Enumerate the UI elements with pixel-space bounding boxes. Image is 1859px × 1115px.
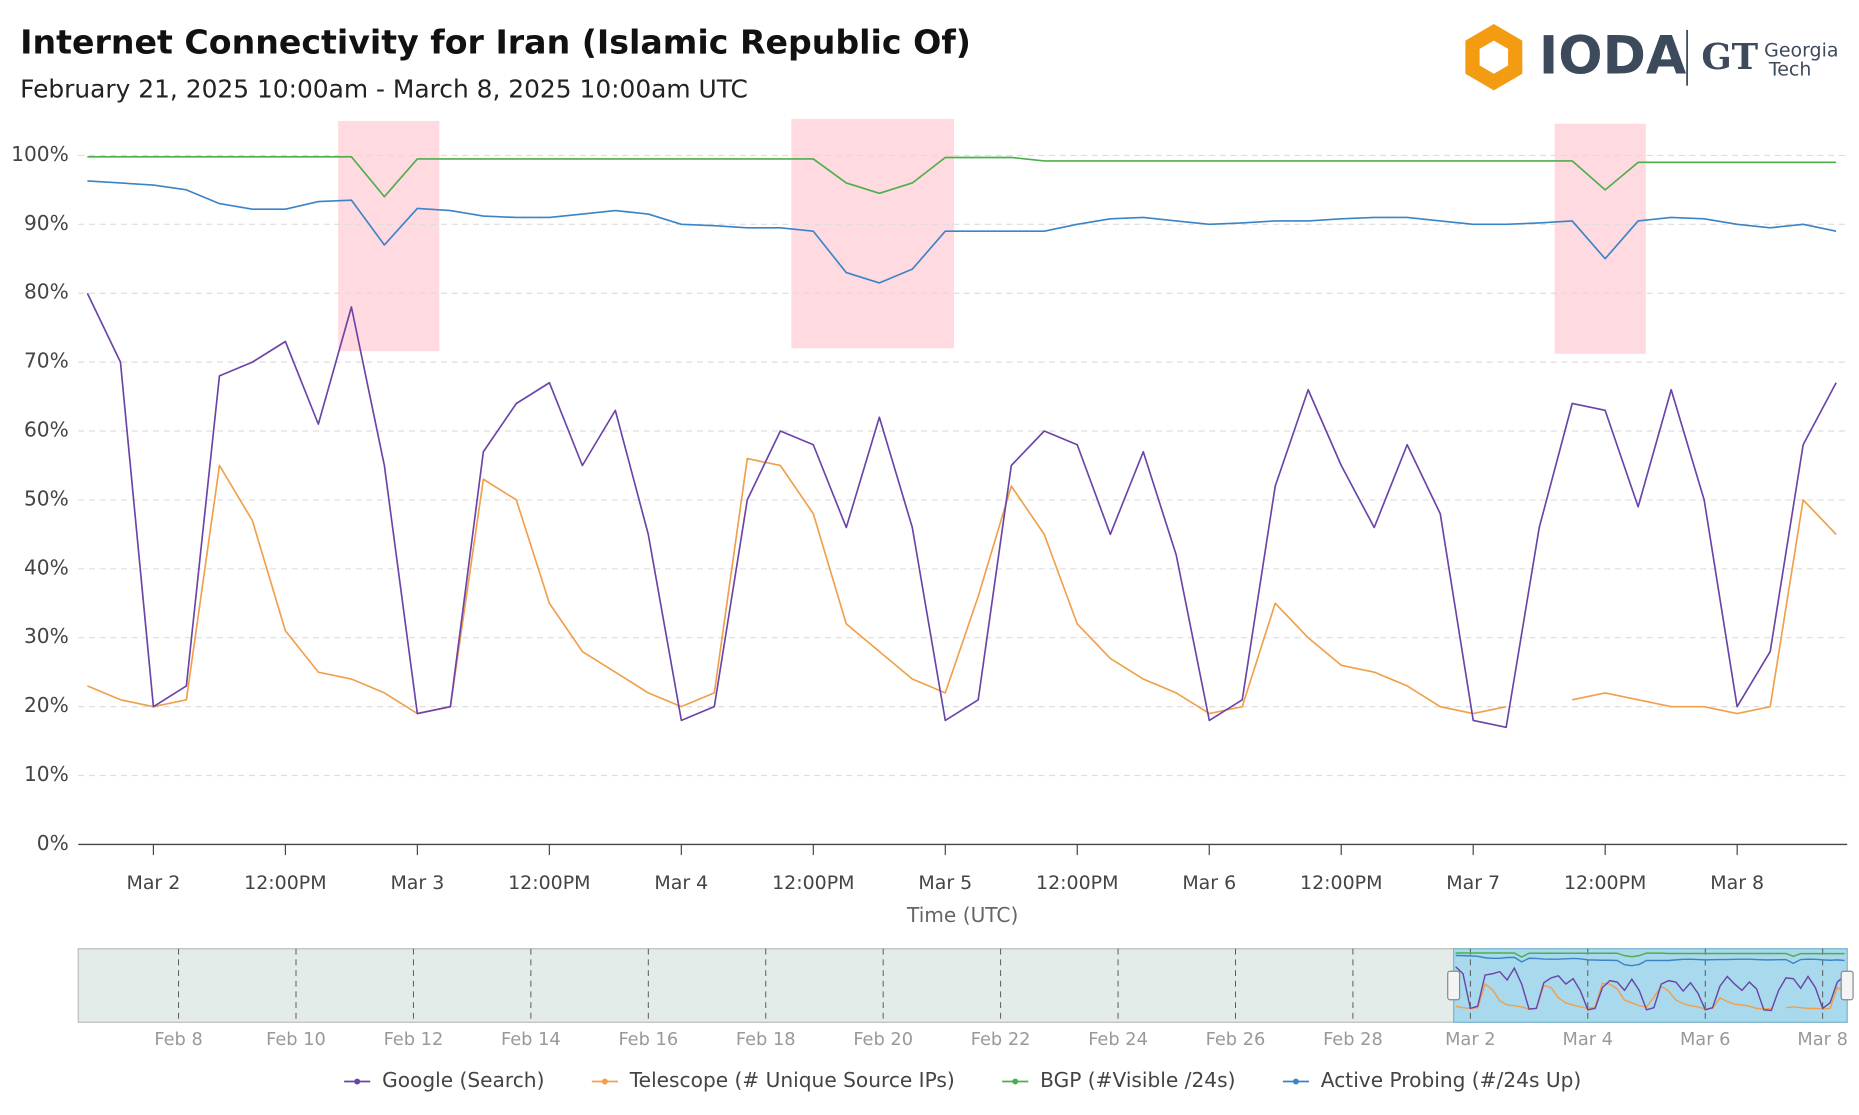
x-tick-label: Mar 4 bbox=[654, 872, 708, 894]
legend-label: Active Probing (#/24s Up) bbox=[1321, 1068, 1581, 1092]
chart-subtitle: February 21, 2025 10:00am - March 8, 202… bbox=[20, 74, 748, 103]
series-line bbox=[87, 180, 1837, 284]
navigator-tick-label: Feb 20 bbox=[853, 1029, 913, 1050]
x-tick-label: Mar 7 bbox=[1446, 872, 1500, 894]
navigator-handle[interactable] bbox=[1840, 970, 1854, 1001]
legend-label: Google (Search) bbox=[382, 1068, 544, 1092]
navigator-tick-label: Feb 18 bbox=[736, 1029, 796, 1050]
navigator-line bbox=[1455, 982, 1845, 1010]
navigator-handle[interactable] bbox=[1447, 970, 1461, 1001]
x-tick-label: 12:00PM bbox=[1300, 872, 1382, 894]
legend-dot bbox=[1012, 1078, 1019, 1085]
legend-item[interactable]: Active Probing (#/24s Up) bbox=[1282, 1068, 1581, 1092]
alert-region bbox=[1554, 123, 1646, 354]
y-tick-label: 10% bbox=[24, 762, 69, 786]
x-tick-label: Mar 2 bbox=[126, 872, 180, 894]
navigator-tick-label: Mar 8 bbox=[1797, 1029, 1847, 1050]
legend-item[interactable]: Google (Search) bbox=[344, 1068, 544, 1092]
series-line bbox=[86, 292, 1837, 729]
navigator-line bbox=[1455, 952, 1845, 958]
navigator-tick-label: Feb 14 bbox=[501, 1029, 561, 1050]
x-tick-label: Mar 3 bbox=[390, 872, 444, 894]
legend-label: Telescope (# Unique Source IPs) bbox=[629, 1068, 955, 1092]
x-tick-label: 12:00PM bbox=[772, 872, 854, 894]
navigator-tick-label: Feb 24 bbox=[1088, 1029, 1148, 1050]
navigator-line bbox=[1455, 966, 1846, 1012]
logo: IODA GT Georgia Tech bbox=[1465, 23, 1838, 91]
x-tick-label: Mar 8 bbox=[1710, 872, 1764, 894]
y-tick-label: 30% bbox=[24, 624, 69, 648]
logo-hexagon-inner bbox=[1479, 40, 1509, 74]
x-tick-label: 12:00PM bbox=[244, 872, 326, 894]
legend-item[interactable]: BGP (#Visible /24s) bbox=[1002, 1068, 1235, 1092]
series-line bbox=[87, 155, 1837, 198]
x-tick-label: 12:00PM bbox=[1036, 872, 1118, 894]
navigator-selection bbox=[1453, 948, 1848, 1023]
series-line bbox=[87, 457, 1837, 715]
x-tick-label: Mar 5 bbox=[918, 872, 972, 894]
y-tick-label: 70% bbox=[24, 349, 69, 373]
logo-partner-mark: GT bbox=[1701, 37, 1758, 78]
navigator-tick-label: Feb 28 bbox=[1323, 1029, 1383, 1050]
navigator-tick-label: Mar 6 bbox=[1680, 1029, 1730, 1050]
y-tick-label: 20% bbox=[24, 693, 69, 717]
y-tick-label: 40% bbox=[24, 555, 69, 579]
legend-dot bbox=[1292, 1078, 1299, 1085]
logo-partner-name: Tech bbox=[1768, 59, 1811, 81]
y-tick-label: 100% bbox=[11, 142, 69, 166]
navigator-tick-label: Feb 12 bbox=[384, 1029, 444, 1050]
y-tick-label: 60% bbox=[24, 418, 69, 442]
navigator-tick-label: Mar 2 bbox=[1445, 1029, 1495, 1050]
navigator-tick-label: Feb 10 bbox=[266, 1029, 326, 1050]
logo-name: IODA bbox=[1539, 27, 1687, 87]
navigator-tick-label: Feb 8 bbox=[154, 1029, 202, 1050]
legend-item[interactable]: Telescope (# Unique Source IPs) bbox=[591, 1068, 955, 1092]
navigator-tick-label: Feb 22 bbox=[971, 1029, 1031, 1050]
y-tick-label: 90% bbox=[24, 211, 69, 235]
legend-dot bbox=[354, 1078, 361, 1085]
navigator-tick-label: Mar 4 bbox=[1563, 1029, 1613, 1050]
x-axis-label: Time (UTC) bbox=[906, 903, 1018, 927]
x-tick-label: 12:00PM bbox=[508, 872, 590, 894]
legend-dot bbox=[601, 1078, 608, 1085]
navigator-tick-label: Feb 16 bbox=[618, 1029, 678, 1050]
navigator-line bbox=[1455, 954, 1845, 967]
y-tick-label: 50% bbox=[24, 486, 69, 510]
x-tick-label: Mar 6 bbox=[1182, 872, 1236, 894]
x-tick-label: 12:00PM bbox=[1564, 872, 1646, 894]
y-tick-label: 0% bbox=[37, 831, 69, 855]
navigator-tick-label: Feb 26 bbox=[1206, 1029, 1266, 1050]
legend-label: BGP (#Visible /24s) bbox=[1040, 1068, 1235, 1092]
logo-partner-name: Georgia bbox=[1764, 40, 1838, 62]
chart-title: Internet Connectivity for Iran (Islamic … bbox=[20, 23, 971, 62]
y-tick-label: 80% bbox=[24, 280, 69, 304]
alert-region bbox=[791, 118, 955, 349]
